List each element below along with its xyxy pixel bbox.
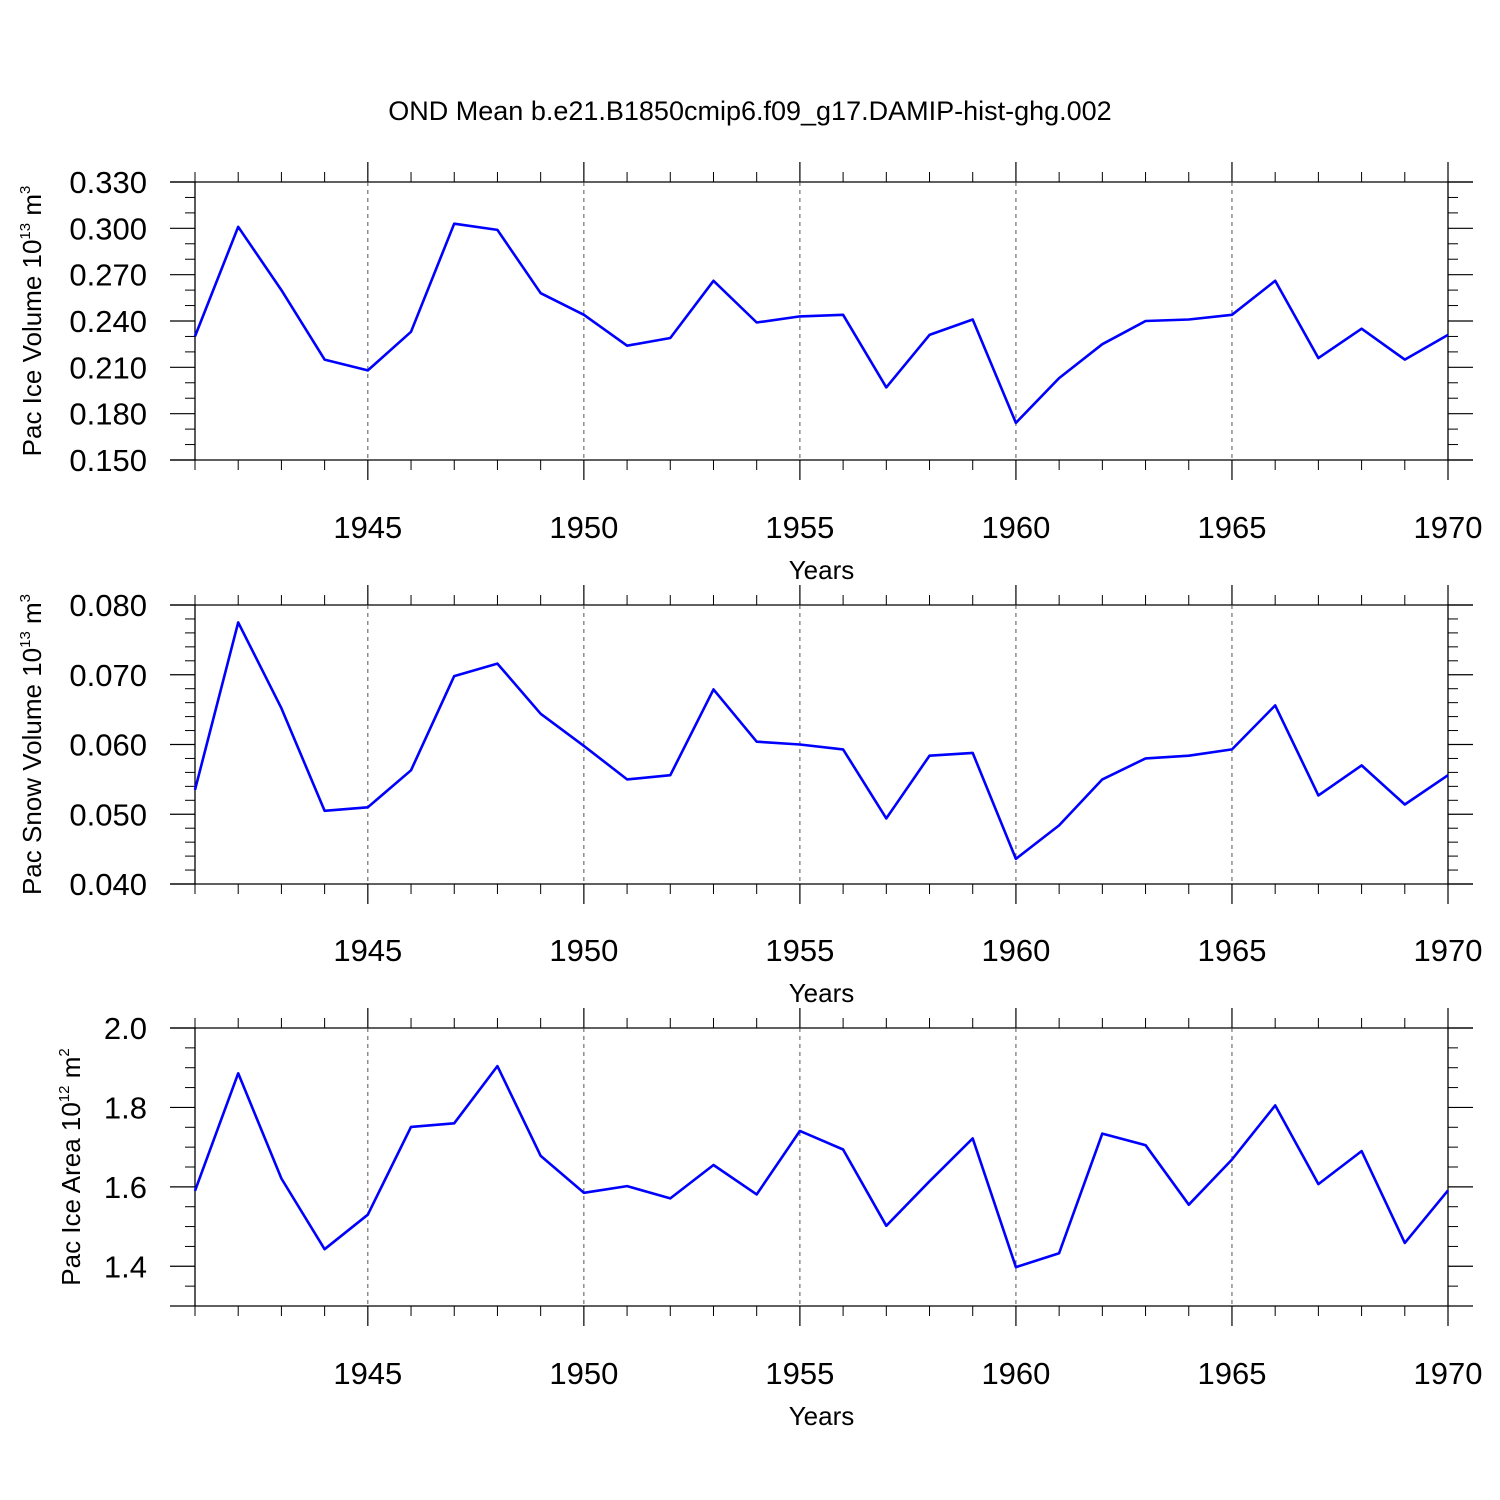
y-tick-label: 0.060 xyxy=(69,728,147,763)
x-tick-label: 1945 xyxy=(333,933,402,968)
x-tick-label: 1955 xyxy=(765,1356,834,1391)
x-tick-label: 1950 xyxy=(549,933,618,968)
x-tick-label: 1970 xyxy=(1414,1356,1483,1391)
x-tick-label: 1970 xyxy=(1414,933,1483,968)
series-line xyxy=(193,1064,1450,1269)
y-tick-label: 1.6 xyxy=(104,1170,147,1205)
y-axis-title: Pac Ice Volume 1013 m3 xyxy=(17,186,47,457)
x-tick-label: 1950 xyxy=(549,1356,618,1391)
y-tick-label: 0.180 xyxy=(69,397,147,432)
y-tick-label: 1.8 xyxy=(104,1090,147,1125)
y-tick-label: 0.300 xyxy=(69,211,147,246)
y-tick-label: 0.040 xyxy=(69,867,147,902)
y-axis-title: Pac Snow Volume 1013 m3 xyxy=(17,594,47,895)
x-tick-label: 1950 xyxy=(549,510,618,545)
y-tick-label: 0.050 xyxy=(69,797,147,832)
figure-title: OND Mean b.e21.B1850cmip6.f09_g17.DAMIP-… xyxy=(388,96,1111,126)
y-tick-label: 2.0 xyxy=(104,1011,147,1046)
x-tick-label: 1965 xyxy=(1197,510,1266,545)
x-tick-label: 1965 xyxy=(1197,1356,1266,1391)
x-axis-title: Years xyxy=(789,978,855,1008)
y-tick-label: 0.270 xyxy=(69,258,147,293)
x-tick-label: 1955 xyxy=(765,933,834,968)
x-tick-label: 1960 xyxy=(981,933,1050,968)
chart-panel-3: 1945 1950 1955 1960 1965 1970 Years 1.4 1.6 1.8 2.… xyxy=(56,1008,1482,1431)
x-axis-title: Years xyxy=(789,555,855,585)
series-line xyxy=(193,621,1449,861)
y-tick-label: 0.210 xyxy=(69,350,147,385)
y-axis-title: Pac Ice Area 1012 m2 xyxy=(56,1048,86,1285)
y-tick-label: 1.4 xyxy=(104,1249,147,1284)
y-tick-label: 0.240 xyxy=(69,304,147,339)
x-axis-title: Years xyxy=(789,1401,855,1431)
x-tick-label: 1955 xyxy=(765,510,834,545)
chart-panel-2: 1945 1950 1955 1960 1965 1970 Years 0.040 0.050 0… xyxy=(17,585,1482,1008)
x-tick-label: 1945 xyxy=(333,1356,402,1391)
x-tick-label: 1970 xyxy=(1414,510,1483,545)
y-tick-label: 0.080 xyxy=(69,588,147,623)
y-tick-label: 0.070 xyxy=(69,658,147,693)
panels: 1945 1950 1955 1960 1965 1970 Years 0.150 0.180 0… xyxy=(17,162,1482,1431)
x-tick-label: 1960 xyxy=(981,1356,1050,1391)
y-tick-label: 0.150 xyxy=(69,443,147,478)
x-tick-label: 1960 xyxy=(981,510,1050,545)
chart-panel-1: 1945 1950 1955 1960 1965 1970 Years 0.150 0.180 0… xyxy=(17,162,1482,585)
x-tick-label: 1965 xyxy=(1197,933,1266,968)
y-tick-label: 0.330 xyxy=(69,165,147,200)
series-line xyxy=(193,222,1449,425)
x-tick-label: 1945 xyxy=(333,510,402,545)
